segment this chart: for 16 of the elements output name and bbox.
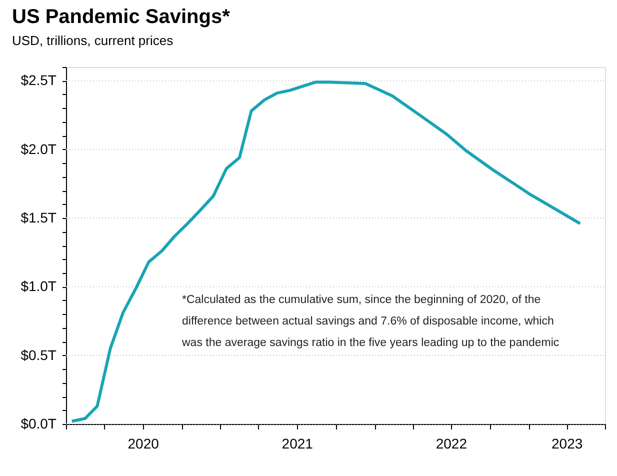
x-tick-label: 2020 bbox=[128, 436, 160, 452]
y-tick-label: $2.0T bbox=[20, 140, 57, 157]
line-series bbox=[70, 80, 582, 423]
annotation: difference between actual savings and 7.6% of disposable income, which bbox=[182, 316, 554, 328]
x-tick-label: 2022 bbox=[436, 436, 468, 452]
annotation: *Calculated as the cumulative sum, since the beginning of 2020, of the bbox=[182, 294, 541, 306]
chart-title: US Pandemic Savings* bbox=[12, 6, 230, 28]
annotation: was the average savings ratio in the five years leading up to the pandemic bbox=[181, 337, 560, 349]
y-tick-label: $1.5T bbox=[20, 210, 57, 226]
y-tick-label: $1.0T bbox=[20, 278, 57, 294]
y-tick-label: $0.5T bbox=[20, 346, 57, 363]
y-tick-label: $2.5T bbox=[20, 72, 57, 88]
y-tick-label: $0.0T bbox=[20, 416, 57, 432]
x-tick-label: 2021 bbox=[282, 436, 314, 452]
chart-subtitle: USD, trillions, current prices bbox=[12, 33, 174, 48]
x-tick-label: 2023 bbox=[552, 436, 583, 452]
